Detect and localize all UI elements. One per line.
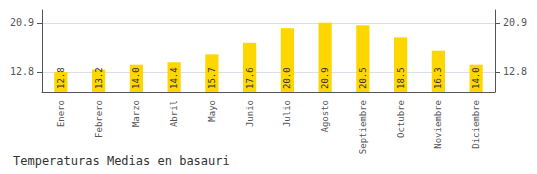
svg-text:18.5: 18.5	[396, 67, 406, 89]
svg-text:14.0: 14.0	[131, 67, 141, 89]
svg-text:20.9: 20.9	[10, 17, 34, 28]
svg-text:20.9: 20.9	[503, 17, 527, 28]
svg-text:15.7: 15.7	[207, 67, 217, 89]
svg-text:Enero: Enero	[56, 100, 66, 127]
svg-text:13.2: 13.2	[94, 67, 104, 89]
svg-text:Agosto: Agosto	[320, 100, 330, 133]
svg-text:12.8: 12.8	[503, 66, 527, 77]
svg-text:16.3: 16.3	[433, 67, 443, 89]
svg-text:Febrero: Febrero	[94, 100, 104, 138]
svg-text:20.0: 20.0	[282, 67, 292, 89]
svg-text:20.9: 20.9	[320, 67, 330, 89]
svg-text:Julio: Julio	[282, 100, 292, 127]
svg-text:12.8: 12.8	[10, 66, 34, 77]
svg-text:Mayo: Mayo	[207, 100, 217, 122]
svg-text:14.0: 14.0	[471, 67, 481, 89]
svg-text:Marzo: Marzo	[131, 100, 141, 127]
svg-text:Abril: Abril	[169, 100, 179, 127]
svg-text:20.5: 20.5	[358, 67, 368, 89]
svg-text:Diciembre: Diciembre	[471, 100, 481, 149]
svg-text:Temperaturas Medias en basauri: Temperaturas Medias en basauri	[13, 154, 230, 168]
svg-text:12.8: 12.8	[56, 67, 66, 89]
svg-text:17.6: 17.6	[245, 67, 255, 89]
svg-text:Junio: Junio	[245, 100, 255, 127]
svg-text:14.4: 14.4	[169, 67, 179, 89]
svg-text:Septiembre: Septiembre	[358, 100, 368, 154]
svg-text:Noviembre: Noviembre	[433, 100, 443, 149]
svg-text:Octubre: Octubre	[396, 100, 406, 138]
